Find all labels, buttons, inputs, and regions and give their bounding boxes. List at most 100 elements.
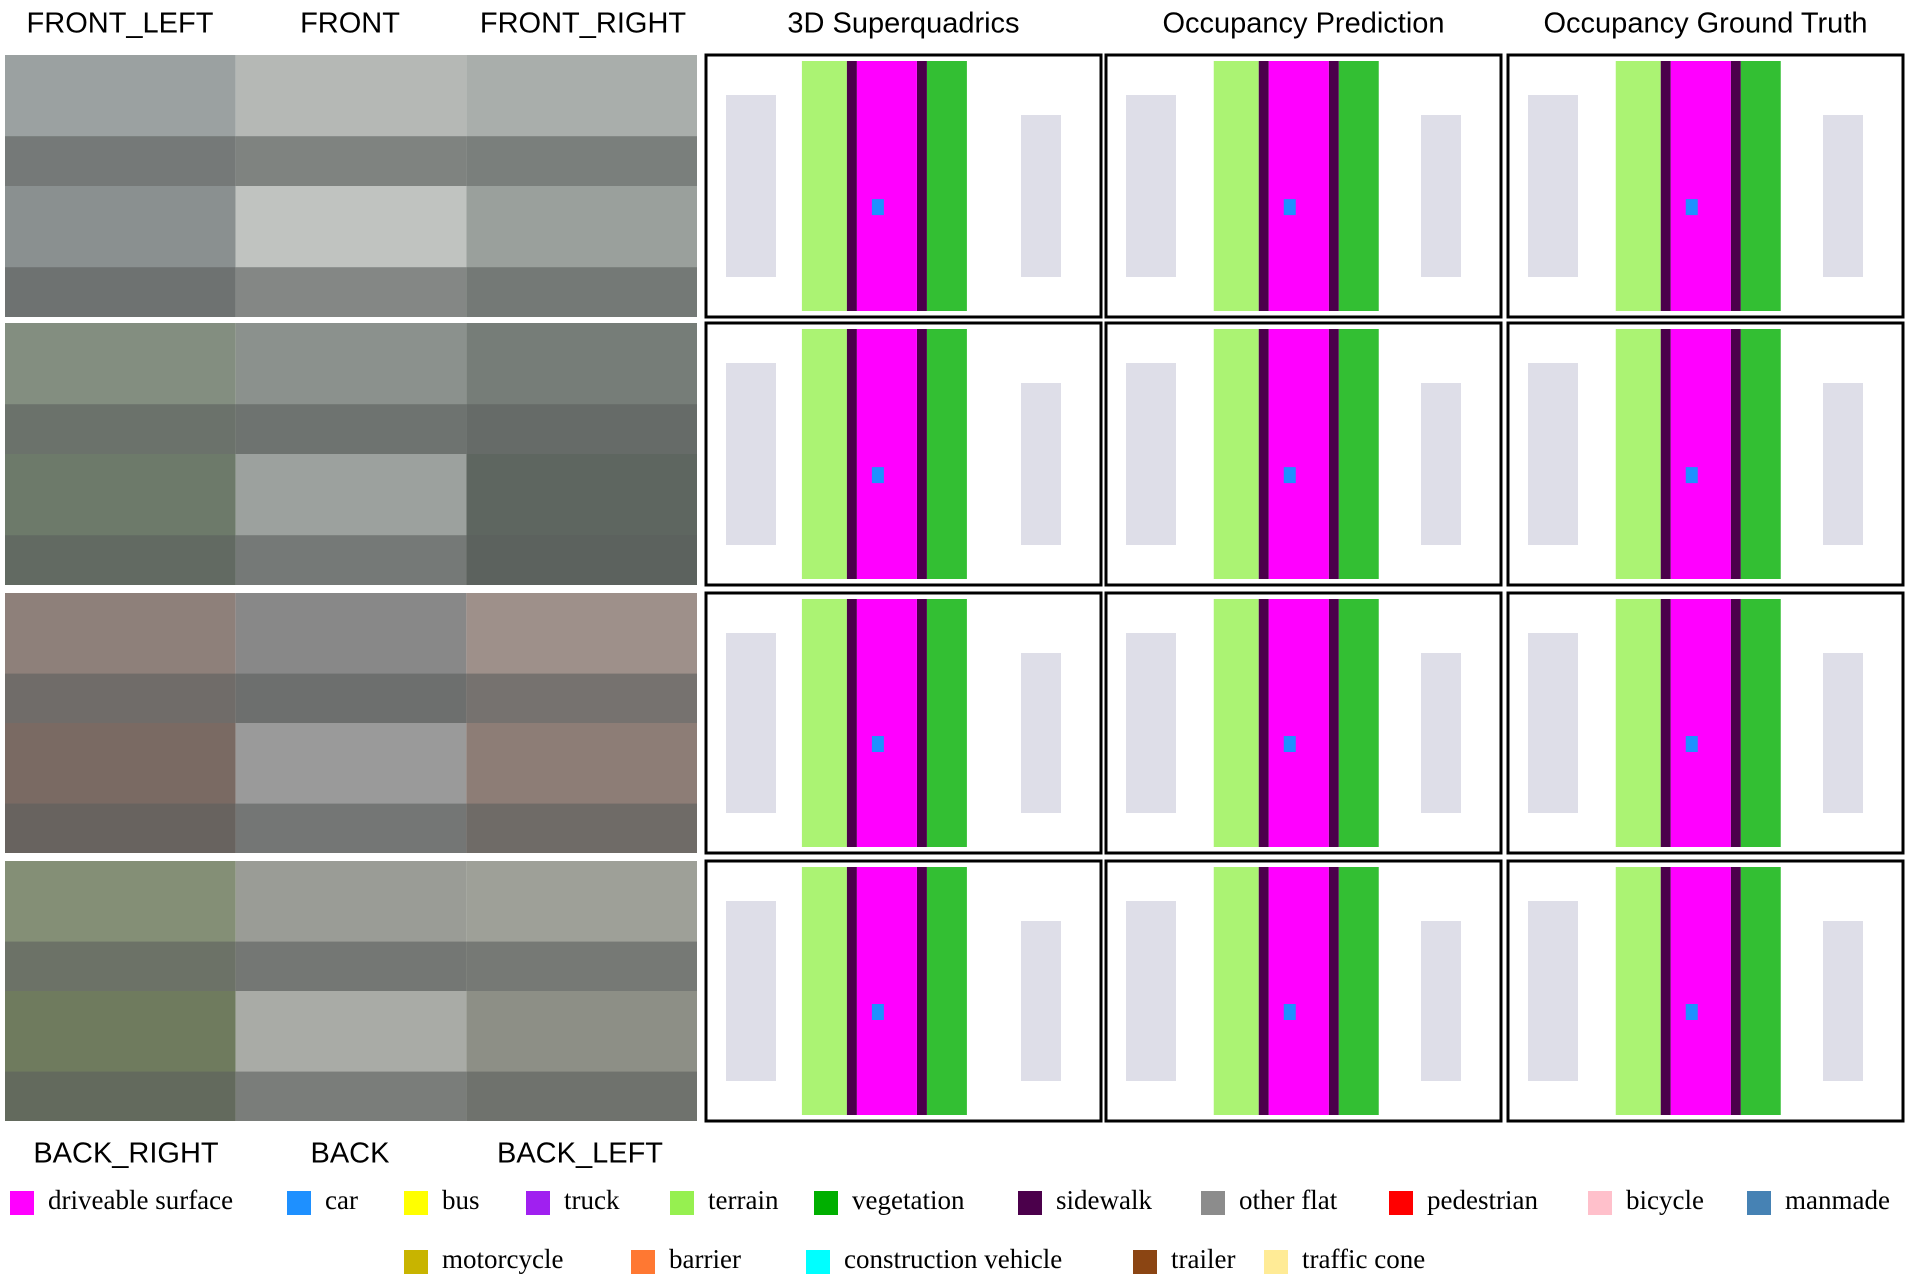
sidewalk-strip <box>1660 599 1671 847</box>
manmade-area <box>1823 921 1863 1081</box>
occupancy-panel <box>1506 321 1905 587</box>
terrain-area <box>801 599 847 847</box>
vegetation-area <box>926 867 967 1115</box>
legend-swatch <box>1133 1250 1157 1274</box>
manmade-area <box>1823 383 1863 545</box>
legend-label: driveable surface <box>48 1185 233 1215</box>
sidewalk-strip <box>1258 599 1269 847</box>
legend-label: motorcycle <box>442 1244 563 1274</box>
camera-image-ground <box>235 136 467 186</box>
sidewalk-strip <box>846 61 857 311</box>
terrain-area <box>1615 61 1661 311</box>
terrain-area <box>801 329 847 579</box>
manmade-area <box>1021 383 1061 545</box>
sidewalk-strip <box>1328 61 1339 311</box>
manmade-area <box>1126 363 1176 545</box>
car-block <box>1283 467 1296 484</box>
legend-swatch <box>526 1191 550 1215</box>
column-title: Occupancy Prediction <box>1162 8 1444 40</box>
camera-label: BACK <box>311 1138 391 1170</box>
legend-swatch <box>814 1191 838 1215</box>
sidewalk-strip <box>1730 61 1741 311</box>
camera-image-ground <box>235 1071 467 1121</box>
manmade-area <box>1528 633 1578 813</box>
vegetation-area <box>1338 61 1379 311</box>
vegetation-area <box>1740 61 1781 311</box>
occupancy-panel <box>704 53 1103 319</box>
terrain-area <box>1213 329 1259 579</box>
car-block <box>1283 199 1296 216</box>
vegetation-area <box>926 61 967 311</box>
sidewalk-strip <box>916 599 927 847</box>
camera-image-ground <box>5 673 236 723</box>
manmade-area <box>1528 363 1578 545</box>
manmade-area <box>1126 901 1176 1081</box>
sidewalk-strip <box>1730 867 1741 1115</box>
legend-swatch <box>287 1191 311 1215</box>
sidewalk-strip <box>846 329 857 579</box>
occupancy-panel <box>1104 321 1503 587</box>
occupancy-panel <box>1104 859 1503 1123</box>
camera-label: BACK_RIGHT <box>33 1138 219 1170</box>
car-block <box>1685 1004 1698 1020</box>
vegetation-area <box>1338 599 1379 847</box>
sidewalk-strip <box>1730 599 1741 847</box>
camera-image-ground <box>235 803 467 853</box>
manmade-area <box>1823 115 1863 277</box>
legend-swatch <box>1264 1250 1288 1274</box>
camera-image-ground <box>235 404 467 454</box>
occupancy-panel <box>704 859 1103 1123</box>
car-block <box>871 199 884 216</box>
manmade-area <box>1126 633 1176 813</box>
camera-image-ground <box>235 941 467 991</box>
road-area <box>1670 867 1731 1115</box>
road-area <box>1268 599 1329 847</box>
road-area <box>856 329 917 579</box>
sidewalk-strip <box>1328 599 1339 847</box>
car-block <box>871 736 884 752</box>
camera-image-ground <box>5 941 236 991</box>
camera-image-ground <box>5 404 236 454</box>
camera-image-ground <box>466 535 697 585</box>
manmade-area <box>1021 921 1061 1081</box>
road-area <box>1670 61 1731 311</box>
camera-image-ground <box>5 136 236 186</box>
legend-label: car <box>325 1185 358 1215</box>
terrain-area <box>1615 599 1661 847</box>
sidewalk-strip <box>1730 329 1741 579</box>
occupancy-panel <box>1104 53 1503 319</box>
vegetation-area <box>1740 329 1781 579</box>
column-title: Occupancy Ground Truth <box>1544 8 1868 40</box>
camera-image-ground <box>466 673 697 723</box>
occupancy-panel <box>1104 591 1503 855</box>
road-area <box>1268 867 1329 1115</box>
terrain-area <box>1213 599 1259 847</box>
road-area <box>1670 329 1731 579</box>
sidewalk-strip <box>1328 329 1339 579</box>
sidewalk-strip <box>916 867 927 1115</box>
sidewalk-strip <box>1660 867 1671 1115</box>
manmade-area <box>726 901 776 1081</box>
sidewalk-strip <box>916 61 927 311</box>
car-block <box>1685 467 1698 484</box>
legend-label: manmade <box>1785 1185 1890 1215</box>
car-block <box>871 1004 884 1020</box>
car-block <box>1685 736 1698 752</box>
manmade-area <box>1528 95 1578 277</box>
column-title: 3D Superquadrics <box>787 8 1019 40</box>
camera-image-ground <box>466 136 697 186</box>
legend-swatch <box>404 1250 428 1274</box>
camera-image-ground <box>235 535 467 585</box>
camera-image-ground <box>5 1071 236 1121</box>
legend-label: construction vehicle <box>844 1244 1062 1274</box>
sidewalk-strip <box>1328 867 1339 1115</box>
legend-swatch <box>670 1191 694 1215</box>
manmade-area <box>1421 115 1461 277</box>
camera-image-ground <box>466 404 697 454</box>
legend-label: traffic cone <box>1302 1244 1425 1274</box>
camera-label: FRONT <box>300 8 400 40</box>
sidewalk-strip <box>1258 61 1269 311</box>
legend-swatch <box>1747 1191 1771 1215</box>
legend-swatch <box>404 1191 428 1215</box>
